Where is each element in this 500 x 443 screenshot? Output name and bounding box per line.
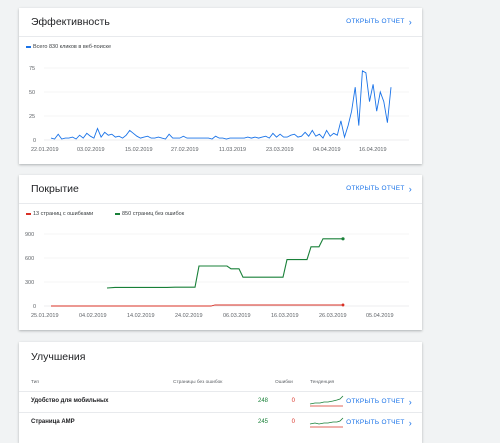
coverage-valid-line [106,238,343,289]
row-open-report-button[interactable]: ОТКРЫТЬ ОТЧЕТ › [346,396,412,407]
row-error-count: 0 [291,419,295,425]
row-trend-sparkline [309,395,344,407]
performance-header: Эффективность ОТКРЫТЬ ОТЧЕТ › [19,8,422,37]
column-header-type: Тип [31,380,39,385]
coverage-open-report-button[interactable]: ОТКРЫТЬ ОТЧЕТ › [346,183,412,194]
coverage-x-tick: 16.03.2019 [271,313,299,319]
performance-x-tick: 04.04.2019 [313,147,341,153]
performance-legend[interactable]: Всего 830 кликов в веб-поиске [26,44,111,50]
performance-x-tick: 16.04.2019 [359,147,387,153]
coverage-x-tick: 05.04.2019 [366,313,394,319]
performance-title: Эффективность [31,16,110,28]
coverage-x-tick: 26.03.2019 [319,313,347,319]
chevron-right-icon: › [408,16,412,27]
coverage-header: Покрытие ОТКРЫТЬ ОТЧЕТ › [19,175,422,204]
coverage-errors-label: 13 страниц с ошибками [33,211,94,217]
coverage-open-report-label: ОТКРЫТЬ ОТЧЕТ [346,185,405,192]
table-row[interactable]: Удобство для мобильных 248 0 ОТКРЫТЬ ОТЧ… [19,391,422,411]
row-type-name: Удобство для мобильных [31,398,109,404]
coverage-card: Покрытие ОТКРЫТЬ ОТЧЕТ › 13 страниц с ош… [19,175,422,330]
column-header-errors: Ошибки [275,380,293,385]
performance-y-tick: 75 [29,66,35,72]
coverage-chart: 900 600 300 0 25.01.2019 04.02.2019 14.0… [25,232,409,319]
performance-gridlines [44,67,409,141]
coverage-errors-endpoint [341,303,345,307]
performance-x-tick: 03.02.2019 [77,147,105,153]
row-valid-count: 248 [257,398,268,404]
improvements-header: Улучшения [19,342,422,371]
coverage-y-tick: 300 [25,280,34,286]
performance-x-tick: 22.01.2019 [31,147,59,153]
performance-y-tick: 0 [33,138,36,144]
performance-card: Эффективность ОТКРЫТЬ ОТЧЕТ › Всего 830 … [19,8,422,164]
coverage-x-tick: 14.02.2019 [127,313,155,319]
row-valid-count: 245 [257,419,268,425]
performance-legend-swatch [26,46,31,48]
chevron-right-icon: › [408,417,412,428]
performance-y-tick: 50 [29,90,35,96]
coverage-x-tick: 04.02.2019 [79,313,107,319]
coverage-y-tick: 0 [33,304,36,310]
performance-open-report-label: ОТКРЫТЬ ОТЧЕТ [346,18,405,25]
row-open-report-label: ОТКРЫТЬ ОТЧЕТ [346,398,405,405]
coverage-valid-endpoint [341,237,345,241]
row-open-report-button[interactable]: ОТКРЫТЬ ОТЧЕТ › [346,417,412,428]
coverage-valid-label: 850 страниц без ошибок [122,211,185,217]
coverage-errors-line [51,304,343,307]
coverage-valid-swatch [115,213,120,215]
performance-x-tick: 15.02.2019 [125,147,153,153]
improvements-title: Улучшения [31,351,86,363]
table-row[interactable]: Страница AMP 245 0 ОТКРЫТЬ ОТЧЕТ › [19,412,422,432]
performance-x-tick: 27.02.2019 [171,147,199,153]
row-trend-sparkline [309,417,344,428]
coverage-errors-swatch [26,213,31,215]
chevron-right-icon: › [408,183,412,194]
coverage-legend-errors[interactable]: 13 страниц с ошибками [26,211,93,217]
row-type-name: Страница AMP [31,419,75,425]
performance-x-tick: 23.03.2019 [266,147,294,153]
row-error-count: 0 [291,398,295,404]
coverage-x-tick: 25.01.2019 [31,313,59,319]
coverage-gridlines [44,233,409,307]
performance-chart: 75 50 25 0 22.01.2019 03.02.2019 15.02.2… [29,66,409,153]
performance-open-report-button[interactable]: ОТКРЫТЬ ОТЧЕТ › [346,16,412,27]
column-header-trend: Тенденция [310,380,335,385]
column-header-valid: Страницы без ошибок [173,380,223,385]
performance-y-tick: 25 [29,114,35,120]
coverage-title: Покрытие [31,183,79,195]
row-open-report-label: ОТКРЫТЬ ОТЧЕТ [346,419,405,426]
improvements-card: Улучшения Тип Страницы без ошибок Ошибки… [19,342,422,443]
coverage-y-tick: 600 [25,256,34,262]
coverage-legend-valid[interactable]: 850 страниц без ошибок [115,211,184,217]
coverage-y-tick: 900 [25,232,34,238]
performance-x-tick: 11.03.2019 [219,147,246,153]
chevron-right-icon: › [408,396,412,407]
performance-clicks-line [50,70,392,140]
coverage-x-tick: 24.02.2019 [175,313,203,319]
coverage-x-tick: 06.03.2019 [223,313,251,319]
performance-legend-label: Всего 830 кликов в веб-поиске [33,44,112,50]
